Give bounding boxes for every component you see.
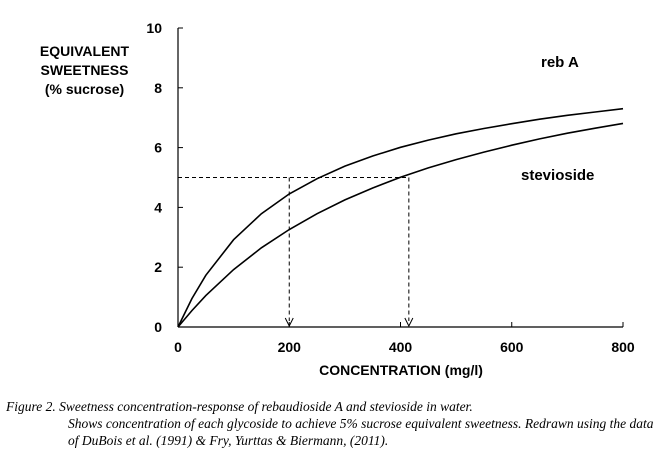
figure-caption: Figure 2. Sweetness concentration-respon… [6,398,662,449]
y-tick-label: 8 [154,80,162,96]
y-tick-label: 10 [146,20,162,36]
x-axis-label: CONCENTRATION (mg/l) [319,362,483,378]
series-label: reb A [541,54,579,71]
drop-arrowhead [284,317,294,328]
series-label: stevioside [521,167,594,184]
labels: CONCENTRATION (mg/l) reb A stevioside [319,54,594,378]
chart: 0 2 4 6 8 10 0 200 400 600 800 CONCENTRATION (mg/l… [146,20,634,378]
series-line-reb-a [177,107,624,328]
x-tick-label: 600 [500,339,524,355]
y-tick-label: 6 [154,140,162,156]
y-tick-label: 2 [154,259,162,275]
x-tick-label: 400 [389,339,413,355]
y-axis-label-line-2: SWEETNESS [40,62,129,78]
y-tick-label: 4 [154,199,162,215]
caption-rest: Shows concentration of each glycoside to… [68,416,654,448]
series-layer [177,107,624,328]
drop-arrowhead [404,317,414,328]
x-tick-label: 800 [611,339,635,355]
series-line-stevioside [177,122,624,328]
y-axis-label-line-1: EQUIVALENT [39,43,130,59]
caption-lead: Figure 2. Sweetness concentration-respon… [6,399,473,414]
reference-lines [178,177,414,328]
axes: 0 2 4 6 8 10 0 200 400 600 800 [146,20,634,355]
y-tick-label: 0 [154,319,162,335]
x-tick-label: 200 [278,339,302,355]
y-axis-label-line-3: (% sucrose) [44,81,125,97]
x-tick-label: 0 [174,339,182,355]
